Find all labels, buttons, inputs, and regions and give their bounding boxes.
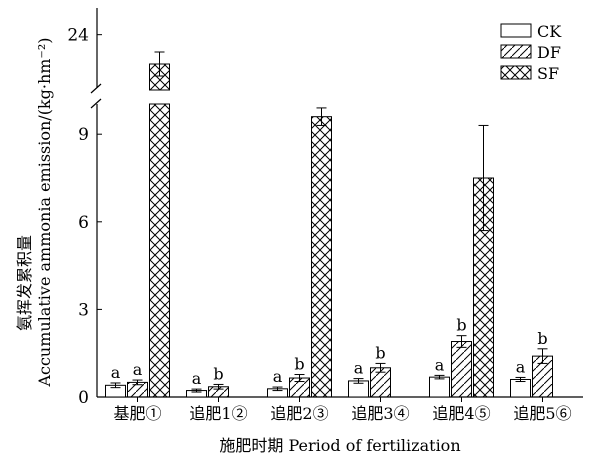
- y-tick-label: 24: [67, 26, 89, 46]
- significance-label: b: [213, 364, 223, 383]
- legend-label-df: DF: [537, 43, 561, 62]
- legend-swatch-df: [500, 44, 532, 59]
- x-tick-label: 基肥①: [113, 404, 161, 423]
- bar-df: [451, 341, 472, 398]
- significance-label: a: [435, 355, 445, 374]
- significance-label: a: [111, 363, 121, 382]
- x-tick-label: 追肥3④: [351, 404, 409, 423]
- significance-label: a: [133, 360, 143, 379]
- significance-label: a: [273, 367, 283, 386]
- significance-label: b: [456, 316, 466, 335]
- bar-ck: [429, 376, 450, 398]
- significance-label: b: [375, 343, 385, 362]
- legend-swatch-ck: [500, 23, 532, 38]
- y-tick-label: 3: [78, 300, 89, 320]
- bar-sf: [311, 116, 332, 398]
- axis-break-mark: [90, 83, 102, 94]
- legend: CK DF SF: [500, 22, 562, 83]
- bar-sf: [149, 103, 170, 398]
- x-tick-label: 追肥5⑥: [513, 404, 571, 423]
- legend-label-sf: SF: [537, 64, 559, 83]
- x-tick-label: 追肥2③: [270, 404, 328, 423]
- bar-ck: [510, 378, 531, 398]
- y-tick-label: 9: [78, 125, 89, 145]
- x-axis-title: 施肥时期 Period of fertilization: [219, 436, 460, 455]
- significance-label: a: [192, 369, 202, 388]
- legend-label-ck: CK: [537, 22, 562, 41]
- y-axis-title-en: Accumulative ammonia emission/(kg·hm⁻²): [35, 37, 54, 387]
- x-tick-label: 追肥1②: [189, 404, 247, 423]
- significance-label: b: [537, 329, 547, 348]
- axis-break-mark: [90, 98, 102, 109]
- significance-label: a: [354, 359, 364, 378]
- y-tick-label: 0: [78, 388, 89, 408]
- significance-label: b: [294, 355, 304, 374]
- x-tick-label: 追肥4⑤: [432, 404, 490, 423]
- y-tick-label: 6: [78, 213, 89, 233]
- significance-label: a: [516, 357, 526, 376]
- legend-swatch-sf: [500, 65, 532, 80]
- y-axis-title: 氨挥发累积量: [15, 235, 34, 331]
